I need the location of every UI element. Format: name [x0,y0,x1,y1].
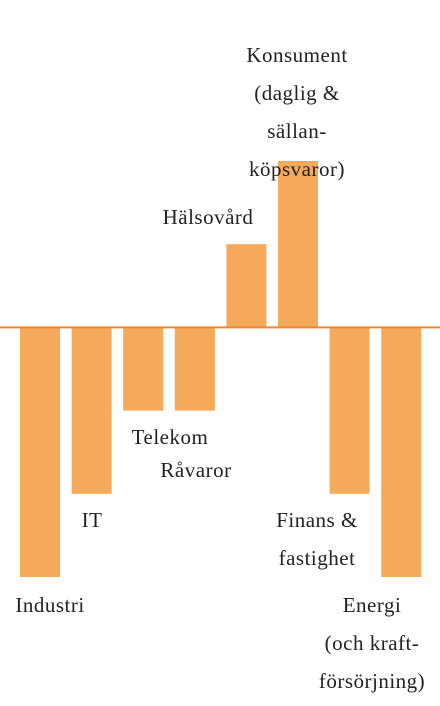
category-label: Industri [15,593,85,617]
bar [123,327,164,411]
bar [278,161,318,328]
category-label: Råvaror [160,458,232,482]
category-label: Konsument (daglig & sällan- köpsvaror) [246,43,348,181]
category-label: Finans & fastighet [276,508,358,570]
bar [20,327,60,577]
bar [381,327,422,577]
bar [226,244,267,328]
bar [174,327,215,411]
category-label: Hälsovård [162,205,254,229]
category-label: Energi (och kraft- försörjning) [318,593,426,693]
bar [329,327,370,494]
category-label: IT [81,508,103,532]
bar [71,327,112,494]
category-label: Telekom [131,425,209,449]
